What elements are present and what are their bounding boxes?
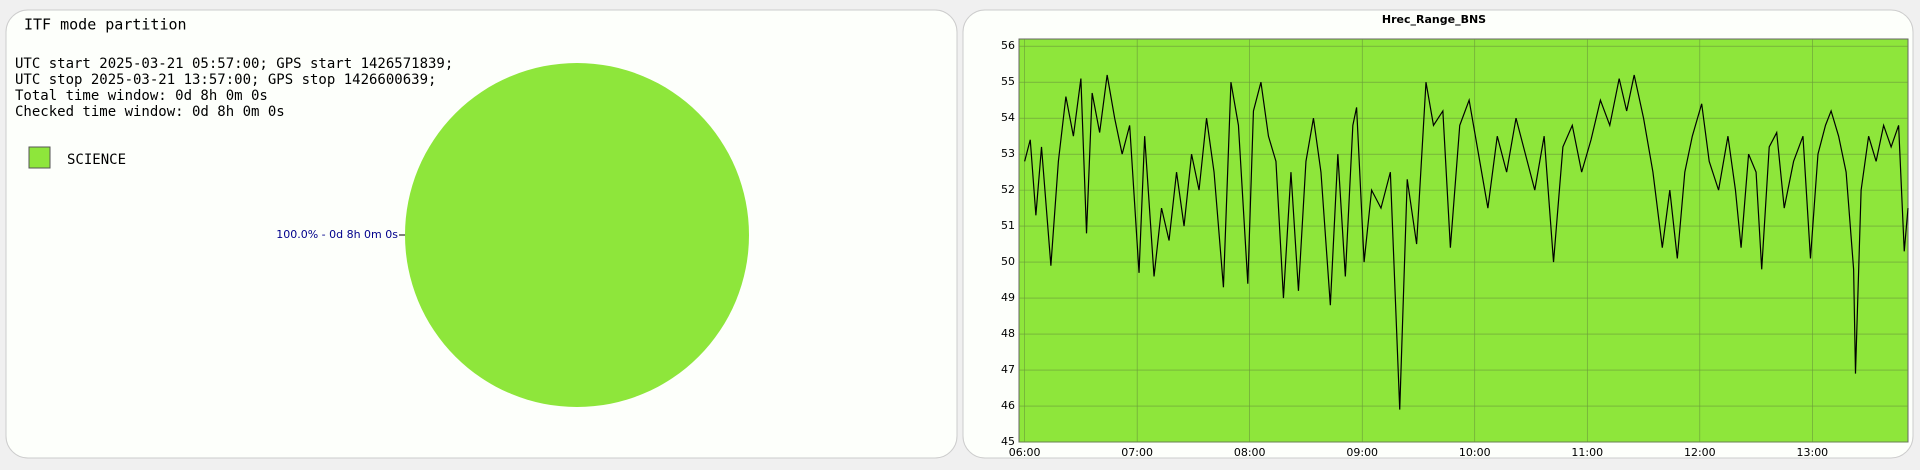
- legend-swatch: [28, 146, 51, 169]
- x-tick-label: 13:00: [1796, 446, 1828, 459]
- x-tick-label: 07:00: [1121, 446, 1153, 459]
- slice-label: 100.0% - 0d 8h 0m 0s: [276, 228, 398, 241]
- info-line: Total time window: 0d 8h 0m 0s: [15, 88, 268, 104]
- y-tick-label: 55: [1001, 75, 1015, 88]
- info-line: UTC start 2025-03-21 05:57:00; GPS start…: [15, 56, 453, 72]
- y-tick-label: 47: [1001, 363, 1015, 376]
- legend-label: SCIENCE: [67, 152, 126, 168]
- pie-slice: [405, 63, 749, 407]
- y-tick-label: 54: [1001, 111, 1015, 124]
- x-tick-label: 09:00: [1346, 446, 1378, 459]
- info-line: Checked time window: 0d 8h 0m 0s: [15, 104, 285, 120]
- line-title: Hrec_Range_BNS: [1382, 13, 1486, 26]
- y-tick-label: 48: [1001, 327, 1015, 340]
- info-line: UTC stop 2025-03-21 13:57:00; GPS stop 1…: [15, 72, 436, 88]
- x-tick-label: 11:00: [1571, 446, 1603, 459]
- y-tick-label: 45: [1001, 435, 1015, 448]
- x-tick-label: 08:00: [1234, 446, 1266, 459]
- y-tick-label: 53: [1001, 147, 1015, 160]
- pie-title: ITF mode partition: [24, 16, 187, 34]
- y-tick-label: 51: [1001, 219, 1015, 232]
- x-tick-label: 12:00: [1684, 446, 1716, 459]
- y-tick-label: 46: [1001, 399, 1015, 412]
- y-tick-label: 56: [1001, 39, 1015, 52]
- x-tick-label: 06:00: [1009, 446, 1041, 459]
- data-line: [1024, 74, 1909, 410]
- y-tick-label: 50: [1001, 255, 1015, 268]
- plot-area: [1018, 38, 1909, 443]
- y-tick-label: 52: [1001, 183, 1015, 196]
- x-tick-label: 10:00: [1459, 446, 1491, 459]
- y-tick-label: 49: [1001, 291, 1015, 304]
